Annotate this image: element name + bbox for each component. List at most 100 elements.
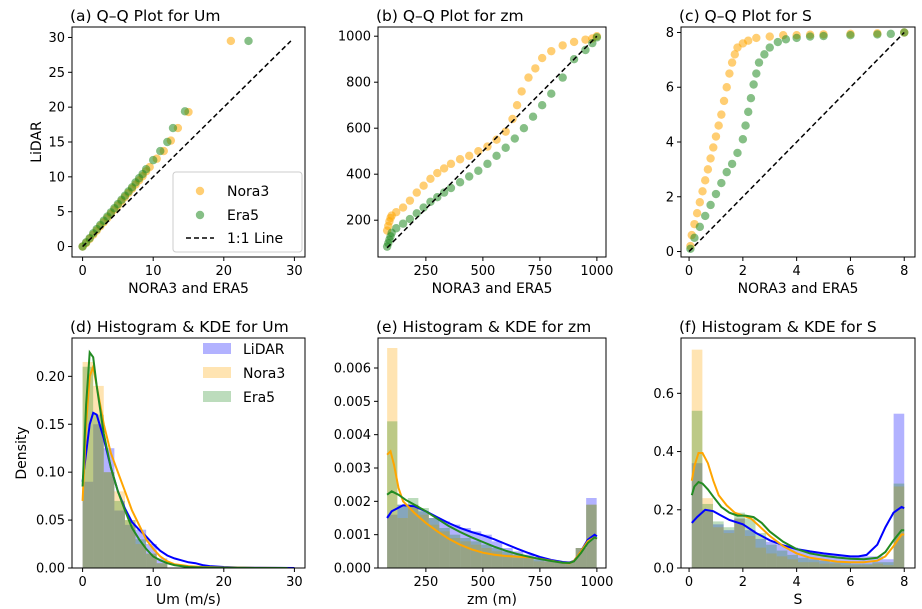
y-tick-label: 800 — [346, 76, 371, 91]
hist-bar-era5 — [439, 528, 450, 568]
scatter-point-nora3 — [711, 132, 721, 141]
hist-bar-nora3 — [819, 563, 830, 568]
scatter-point-era5 — [717, 178, 726, 188]
hist-bar-nora3 — [861, 565, 873, 568]
hist-bar-lidar — [418, 511, 429, 568]
legend: Nora3 Era5 1:1 Line — [172, 171, 303, 253]
hist-bar-era5 — [713, 521, 724, 568]
scatter-point-era5 — [690, 233, 699, 243]
subplot-title: (a) Q–Q Plot for Um — [70, 7, 220, 25]
scatter-point-nora3 — [692, 208, 702, 218]
scatter-point-nora3 — [412, 188, 421, 197]
hist-bar-lidar — [512, 551, 524, 568]
subplot-title: (c) Q–Q Plot for S — [679, 7, 812, 25]
hist-bar-nora3 — [124, 520, 136, 568]
x-tick-label: 10 — [145, 575, 162, 590]
hist-bar-era5 — [691, 410, 703, 568]
scatter-point-era5 — [792, 33, 801, 43]
scatter-point-era5 — [846, 31, 855, 40]
hist-bar-era5 — [893, 483, 905, 568]
hist-bar-nora3 — [397, 518, 408, 568]
hist-bar-era5 — [397, 504, 408, 568]
scatter-point-nora3 — [512, 101, 522, 110]
y-tick-label: 0.005 — [334, 395, 371, 410]
scatter-point-era5 — [686, 244, 695, 253]
hist-bar-era5 — [565, 561, 576, 568]
x-axis-label: zm (m) — [467, 592, 517, 608]
x-tick-label: 0 — [685, 575, 693, 590]
x-tick-label: 20 — [216, 575, 233, 590]
x-tick-label: 8 — [900, 264, 908, 279]
hist-bar-lidar — [481, 534, 492, 568]
one-to-one-line — [82, 40, 292, 248]
scatter-point-nora3 — [698, 187, 707, 196]
scatter-point-nora3 — [706, 154, 715, 163]
x-tick-label: 6 — [846, 264, 854, 279]
scatter-point-nora3 — [426, 174, 435, 183]
subplot-6: 0 2 4 6 8 0.0 0.2 0.4 0.6 (f) Histogram & KDE for… — [653, 318, 916, 608]
x-tick-label: 4 — [793, 264, 801, 279]
hist-bar-lidar — [586, 498, 597, 568]
plot-area — [686, 28, 909, 253]
hist-bar-nora3 — [798, 562, 809, 568]
axes-frame — [377, 26, 607, 258]
x-tick-label: 20 — [216, 264, 233, 279]
hist-bar-era5 — [851, 563, 862, 568]
hist-bar-lidar — [723, 530, 735, 568]
hist-bar-nora3 — [82, 361, 94, 568]
scatter-point-era5 — [819, 31, 828, 41]
scatter-point-era5 — [426, 197, 435, 206]
scatter-point-nora3 — [744, 36, 753, 45]
hist-bar-nora3 — [418, 514, 429, 568]
scatter-point-era5 — [412, 209, 421, 218]
y-tick-label: 30 — [48, 31, 65, 46]
hist-bar-lidar — [734, 518, 745, 568]
hist-bar-lidar — [135, 529, 147, 568]
scatter-point-nora3 — [709, 143, 718, 152]
axes-frame — [680, 26, 916, 258]
hist-bar-nora3 — [744, 535, 756, 568]
hist-bar-era5 — [114, 500, 125, 568]
y-tick-label: 0.00 — [36, 562, 65, 577]
scatter-point-era5 — [528, 112, 538, 121]
hist-bar-era5 — [766, 544, 777, 568]
hist-bar-lidar — [449, 524, 461, 568]
x-tick-label: 2 — [739, 575, 747, 590]
hist-bar-lidar — [798, 550, 809, 568]
one-to-one-line — [688, 31, 905, 253]
scatter-point-era5 — [501, 143, 510, 152]
hist-bar-era5 — [575, 548, 587, 568]
scatter-point-era5 — [886, 29, 895, 39]
scatter-point-era5 — [749, 80, 758, 89]
x-tick-label: 2 — [739, 264, 747, 279]
scatter-point-era5 — [483, 159, 492, 169]
hist-bar-lidar — [744, 530, 756, 568]
scatter-point-era5 — [163, 137, 172, 147]
y-axis-label: Density — [14, 426, 30, 479]
y-tick-label: 2 — [666, 190, 674, 205]
scatter-point-era5 — [392, 224, 401, 233]
scatter-point-era5 — [492, 151, 501, 160]
hist-bar-lidar — [766, 541, 777, 568]
scatter-point-era5 — [419, 203, 428, 212]
hist-bar-lidar — [872, 556, 883, 568]
scatter-point-nora3 — [722, 83, 731, 92]
y-tick-label: 0.004 — [334, 428, 371, 443]
subplot-4: 0 10 20 30 0.00 0.05 0.10 0.15 0.20 (d) Histogram… — [14, 318, 306, 608]
scatter-point-era5 — [141, 164, 151, 174]
scatter-point-era5 — [773, 37, 783, 47]
y-tick-label: 1000 — [338, 30, 371, 45]
plot-area — [78, 36, 292, 251]
hist-bar-lidar — [502, 548, 513, 568]
scatter-point-era5 — [519, 124, 529, 133]
scatter-point-era5 — [446, 183, 456, 193]
y-tick-label: 400 — [346, 168, 371, 183]
hist-bar-era5 — [533, 559, 545, 568]
hist-bar-era5 — [544, 561, 555, 568]
y-tick-label: 0.003 — [334, 462, 371, 477]
scatter-point-era5 — [547, 89, 556, 98]
hist-bar-lidar — [893, 413, 905, 568]
scatter-point-era5 — [765, 43, 774, 52]
hist-bar-nora3 — [565, 561, 576, 568]
hist-bar-era5 — [418, 508, 429, 568]
